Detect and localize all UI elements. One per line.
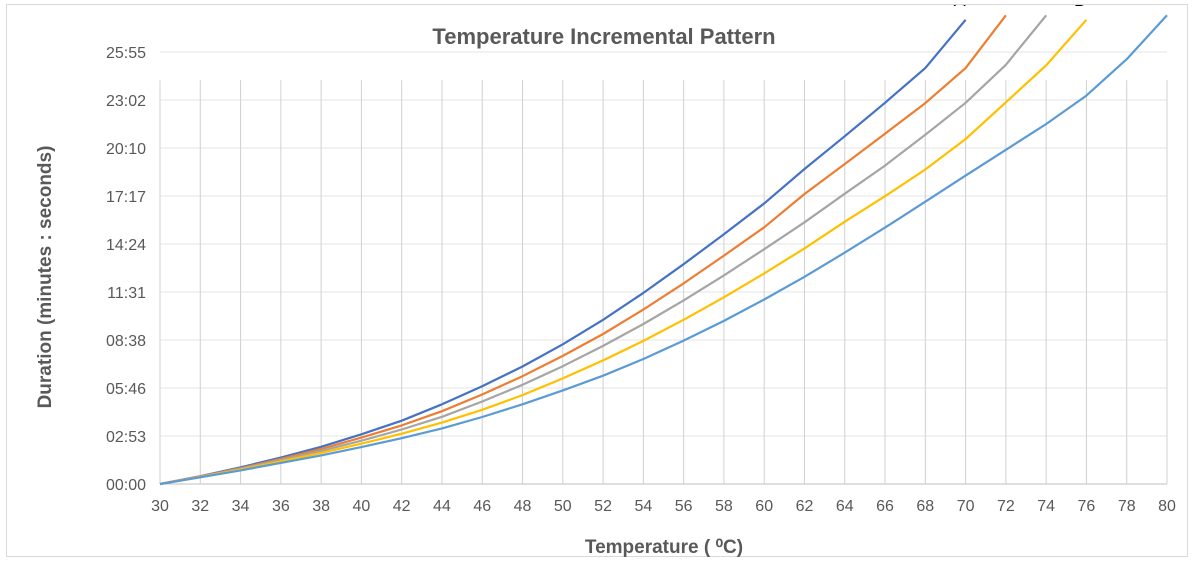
x-tick-label: 40: [353, 498, 371, 515]
y-tick-label: 20:10: [106, 141, 146, 158]
x-tick-label: 56: [675, 498, 693, 515]
series-line-b: [159, 14, 1007, 486]
x-tick-label: 72: [997, 498, 1015, 515]
y-tick-label: 02:53: [106, 429, 146, 446]
x-tick-label: 44: [433, 498, 451, 515]
series-labels: ABCDE: [954, 5, 1167, 10]
x-tick-label: 38: [312, 498, 330, 515]
y-tick-label: 11:31: [107, 285, 146, 302]
y-axis-title: Duration (minutes : seconds): [35, 146, 56, 409]
y-axis-ticks: 00:00 02:53 05:46 08:38 11:31 14:24 17:17 20:10…: [106, 45, 146, 494]
x-tick-label: 74: [1037, 498, 1055, 515]
x-tick-label: 42: [393, 498, 411, 515]
chart-frame: Temperature Incremental Pattern 00:00 02:…: [6, 4, 1188, 558]
x-tick-label: 60: [755, 498, 773, 515]
y-tick-label: 23:02: [106, 93, 146, 110]
x-tick-label: 70: [957, 498, 975, 515]
y-tick-label: 00:00: [106, 477, 146, 494]
x-tick-label: 46: [473, 498, 491, 515]
x-tick-label: 32: [191, 498, 209, 515]
x-tick-label: 50: [554, 498, 572, 515]
x-tick-label: 80: [1158, 498, 1176, 515]
series-line-d: [159, 19, 1088, 486]
grid-layer: [159, 51, 1168, 485]
chart-title: Temperature Incremental Pattern: [432, 24, 775, 49]
x-tick-label: 34: [232, 498, 250, 515]
x-tick-label: 54: [634, 498, 652, 515]
x-tick-label: 62: [796, 498, 814, 515]
x-tick-label: 30: [151, 498, 169, 515]
series-line-c: [159, 14, 1048, 486]
series-line-a: [159, 19, 967, 486]
series-label-a: A: [954, 5, 966, 10]
series-lines: [159, 14, 1168, 486]
x-tick-label: 48: [514, 498, 532, 515]
line-chart: Temperature Incremental Pattern 00:00 02:…: [35, 5, 1176, 558]
x-tick-label: 58: [715, 498, 733, 515]
x-tick-label: 66: [876, 498, 894, 515]
x-tick-label: 78: [1118, 498, 1136, 515]
x-tick-label: 52: [594, 498, 612, 515]
x-axis-title: Temperature ( ⁰C): [585, 537, 743, 558]
x-axis-ticks: 30 32 34 36 38 40 42 44 46 48 50 52 54 56 58 60 62 64 66 68…: [151, 498, 1176, 515]
series-label-d: D: [1074, 5, 1087, 10]
series-line-e: [159, 14, 1168, 486]
y-tick-label: 08:38: [106, 333, 146, 350]
x-tick-label: 64: [836, 498, 854, 515]
y-tick-label: 17:17: [106, 189, 146, 206]
x-tick-label: 76: [1078, 498, 1096, 515]
x-tick-label: 68: [916, 498, 934, 515]
y-tick-label: 05:46: [106, 381, 146, 398]
x-tick-label: 36: [272, 498, 290, 515]
y-tick-label: 25:55: [106, 45, 146, 62]
y-tick-label: 14:24: [106, 237, 146, 254]
